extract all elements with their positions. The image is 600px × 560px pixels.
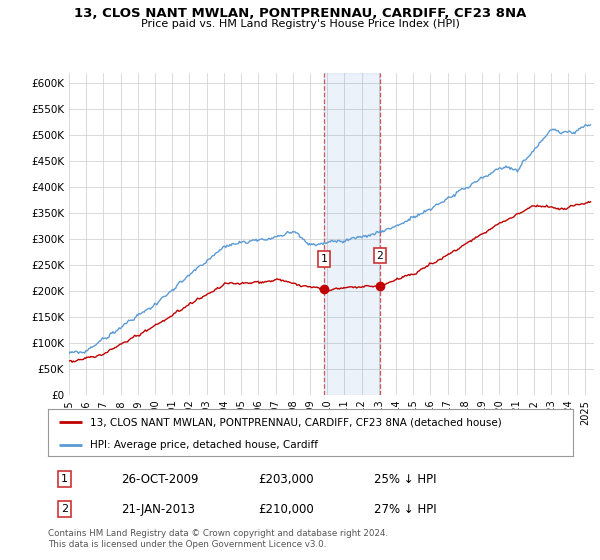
- Bar: [324, 73, 380, 395]
- Text: 1: 1: [61, 474, 68, 484]
- Text: 25% ↓ HPI: 25% ↓ HPI: [373, 473, 436, 486]
- Text: 13, CLOS NANT MWLAN, PONTPRENNAU, CARDIFF, CF23 8NA (detached house): 13, CLOS NANT MWLAN, PONTPRENNAU, CARDIF…: [90, 417, 502, 427]
- Text: £203,000: £203,000: [258, 473, 314, 486]
- Text: 1: 1: [321, 254, 328, 264]
- Text: Price paid vs. HM Land Registry's House Price Index (HPI): Price paid vs. HM Land Registry's House …: [140, 19, 460, 29]
- Text: 27% ↓ HPI: 27% ↓ HPI: [373, 502, 436, 516]
- Text: 21-JAN-2013: 21-JAN-2013: [121, 502, 196, 516]
- Text: 13, CLOS NANT MWLAN, PONTPRENNAU, CARDIFF, CF23 8NA: 13, CLOS NANT MWLAN, PONTPRENNAU, CARDIF…: [74, 7, 526, 20]
- Text: 26-OCT-2009: 26-OCT-2009: [121, 473, 199, 486]
- Text: £210,000: £210,000: [258, 502, 314, 516]
- Text: 2: 2: [61, 504, 68, 514]
- Text: 2: 2: [376, 251, 383, 260]
- Text: Contains HM Land Registry data © Crown copyright and database right 2024.
This d: Contains HM Land Registry data © Crown c…: [48, 529, 388, 549]
- Text: HPI: Average price, detached house, Cardiff: HPI: Average price, detached house, Card…: [90, 440, 318, 450]
